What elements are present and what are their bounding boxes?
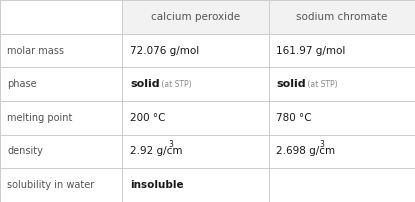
- Text: 161.97 g/mol: 161.97 g/mol: [276, 45, 345, 56]
- Text: 3: 3: [168, 140, 173, 149]
- Text: melting point: melting point: [7, 113, 73, 123]
- Text: 2.698 g/cm: 2.698 g/cm: [276, 146, 335, 157]
- Text: density: density: [7, 146, 43, 157]
- Text: 780 °C: 780 °C: [276, 113, 312, 123]
- Text: solid: solid: [276, 79, 305, 89]
- Text: 3: 3: [320, 140, 325, 149]
- Bar: [122, 0, 415, 34]
- Text: calcium peroxide: calcium peroxide: [151, 12, 240, 22]
- Text: sodium chromate: sodium chromate: [296, 12, 388, 22]
- Text: 200 °C: 200 °C: [130, 113, 166, 123]
- Text: solubility in water: solubility in water: [7, 180, 95, 190]
- Text: solid: solid: [130, 79, 159, 89]
- Text: 72.076 g/mol: 72.076 g/mol: [130, 45, 199, 56]
- Text: molar mass: molar mass: [7, 45, 64, 56]
- Text: (at STP): (at STP): [159, 80, 192, 89]
- Text: 2.92 g/cm: 2.92 g/cm: [130, 146, 183, 157]
- Text: phase: phase: [7, 79, 37, 89]
- Text: insoluble: insoluble: [130, 180, 183, 190]
- Text: (at STP): (at STP): [305, 80, 338, 89]
